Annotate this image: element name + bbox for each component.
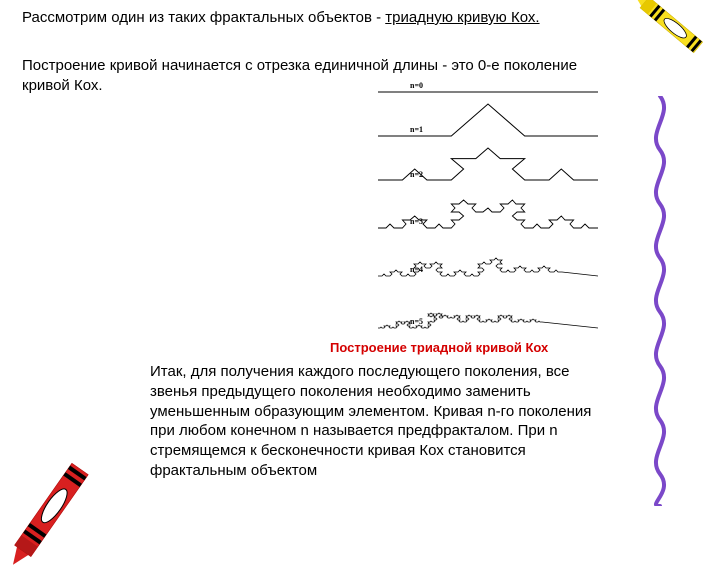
intro-text-pre: Рассмотрим один из таких фрактальных объ…	[22, 9, 385, 26]
intro-text-underlined: триадную кривую Кох.	[385, 9, 539, 26]
koch-diagram: n=0 n=1 n=2 n=3 n=4 n=5	[338, 80, 618, 338]
crayon-decoration-top-right	[612, 0, 720, 92]
label-n4: n=4	[410, 265, 423, 274]
crayon-decoration-bottom-left	[0, 435, 130, 585]
diagram-caption: Построение триадной кривой Кох	[330, 340, 630, 355]
intro-paragraph: Рассмотрим один из таких фрактальных объ…	[22, 8, 602, 28]
summary-paragraph: Итак, для получения каждого последующего…	[150, 362, 610, 481]
squiggle-decoration	[640, 96, 680, 506]
label-n0: n=0	[410, 81, 423, 90]
label-n5: n=5	[410, 317, 423, 326]
label-n1: n=1	[410, 125, 423, 134]
slide: { "text": { "intro_pre": " Рассмотрим од…	[0, 0, 720, 540]
